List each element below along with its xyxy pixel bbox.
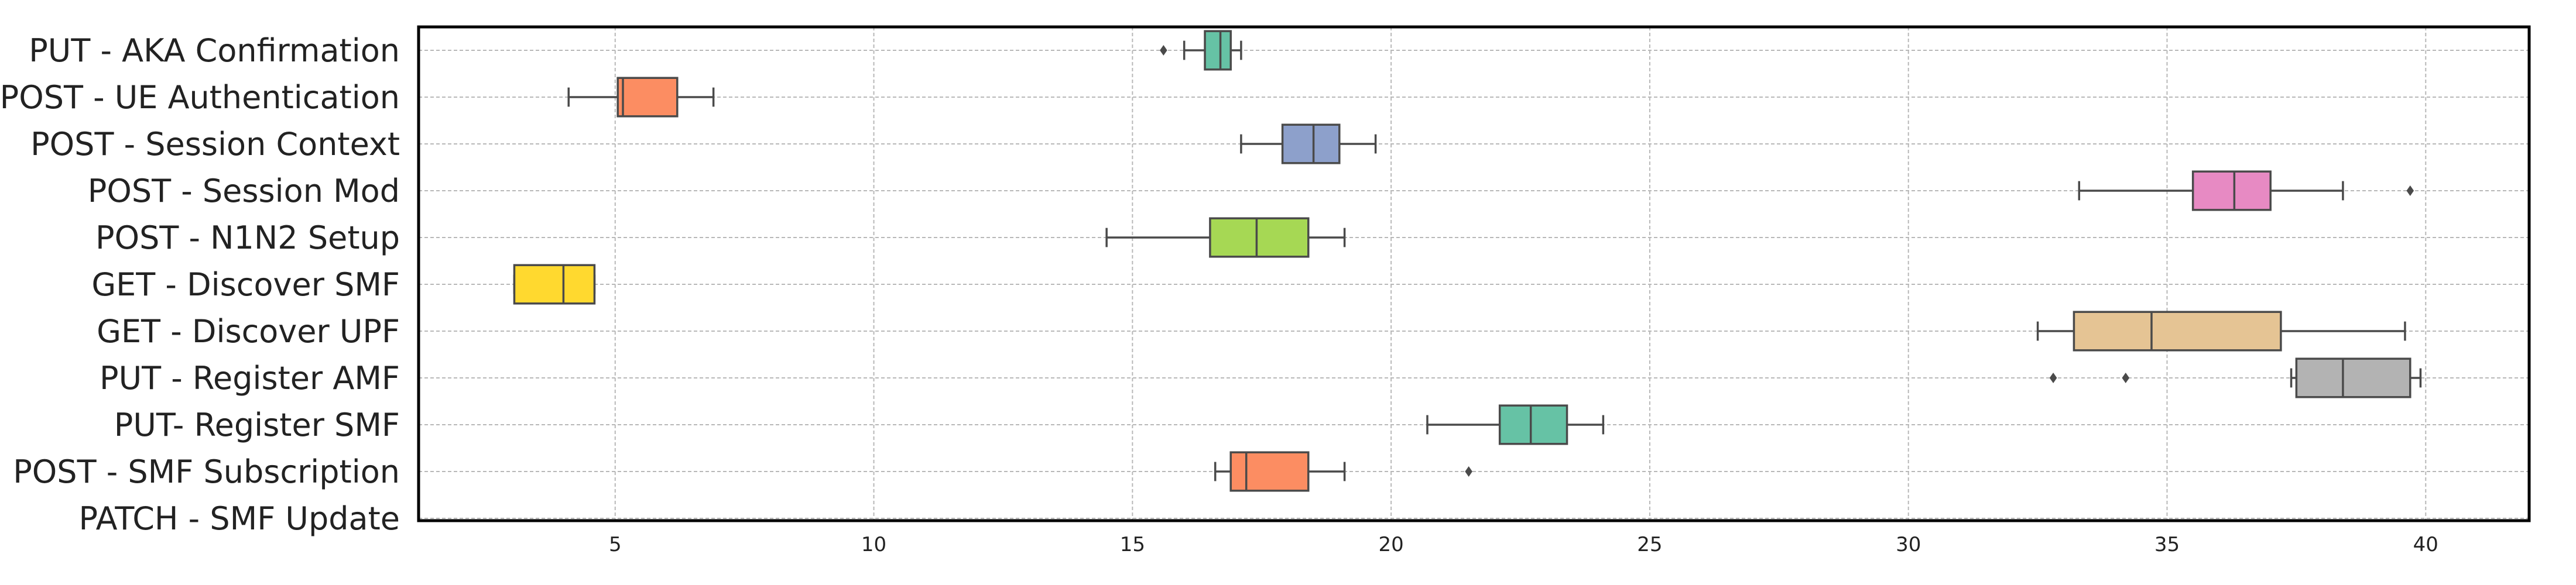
outlier-point (1465, 466, 1472, 477)
category-label: POST - N1N2 Setup (95, 219, 400, 256)
box-group (2049, 357, 2422, 398)
outlier-point (1160, 45, 1167, 56)
grid-layer (419, 27, 2529, 521)
iqr-box (2073, 311, 2282, 352)
box-group (1240, 123, 1377, 164)
x-tick-labels: 5 10 15 20 25 30 35 40 (609, 533, 2438, 556)
category-label: GET - Discover SMF (91, 266, 400, 303)
iqr-box (2295, 357, 2411, 398)
x-tick-label: 30 (1896, 533, 1921, 556)
x-tick-label: 10 (861, 533, 886, 556)
iqr-box (616, 77, 679, 118)
box-group (2036, 311, 2406, 352)
iqr-box (1498, 404, 1568, 445)
box-layer (513, 30, 2422, 492)
category-label: PUT - Register AMF (100, 360, 400, 397)
category-label: POST - Session Context (30, 126, 400, 163)
category-label: PUT- Register SMF (114, 407, 400, 443)
x-tick-label: 20 (1378, 533, 1403, 556)
box-group (1160, 30, 1242, 71)
x-tick-label: 35 (2154, 533, 2180, 556)
box-group (1105, 217, 1346, 258)
x-tick-label: 5 (609, 533, 622, 556)
category-label: POST - UE Authentication (0, 79, 400, 116)
plot-frame (417, 25, 2531, 522)
category-label: POST - SMF Subscription (13, 453, 400, 490)
x-tick-label: 25 (1637, 533, 1662, 556)
iqr-box (513, 264, 596, 305)
iqr-box (1229, 451, 1310, 492)
iqr-box (1209, 217, 1310, 258)
category-label: PATCH - SMF Update (79, 500, 400, 537)
x-tick-label: 40 (2413, 533, 2438, 556)
box-group (1426, 404, 1605, 445)
box-group (567, 77, 715, 118)
box-group (2078, 170, 2414, 211)
box-group (1214, 451, 1472, 492)
category-label: GET - Discover UPF (97, 313, 400, 350)
category-labels: PUT - AKA Confirmation POST - UE Authenti… (0, 32, 400, 537)
box-group (513, 264, 596, 305)
x-tick-label: 15 (1120, 533, 1145, 556)
outlier-point (2406, 185, 2414, 196)
outlier-point (2049, 373, 2057, 383)
iqr-box (1281, 123, 1341, 164)
iqr-box (1204, 30, 1232, 71)
category-label: PUT - AKA Confirmation (29, 32, 400, 69)
outlier-point (2122, 373, 2130, 383)
category-label: POST - Session Mod (88, 173, 400, 209)
iqr-box (2191, 170, 2272, 211)
